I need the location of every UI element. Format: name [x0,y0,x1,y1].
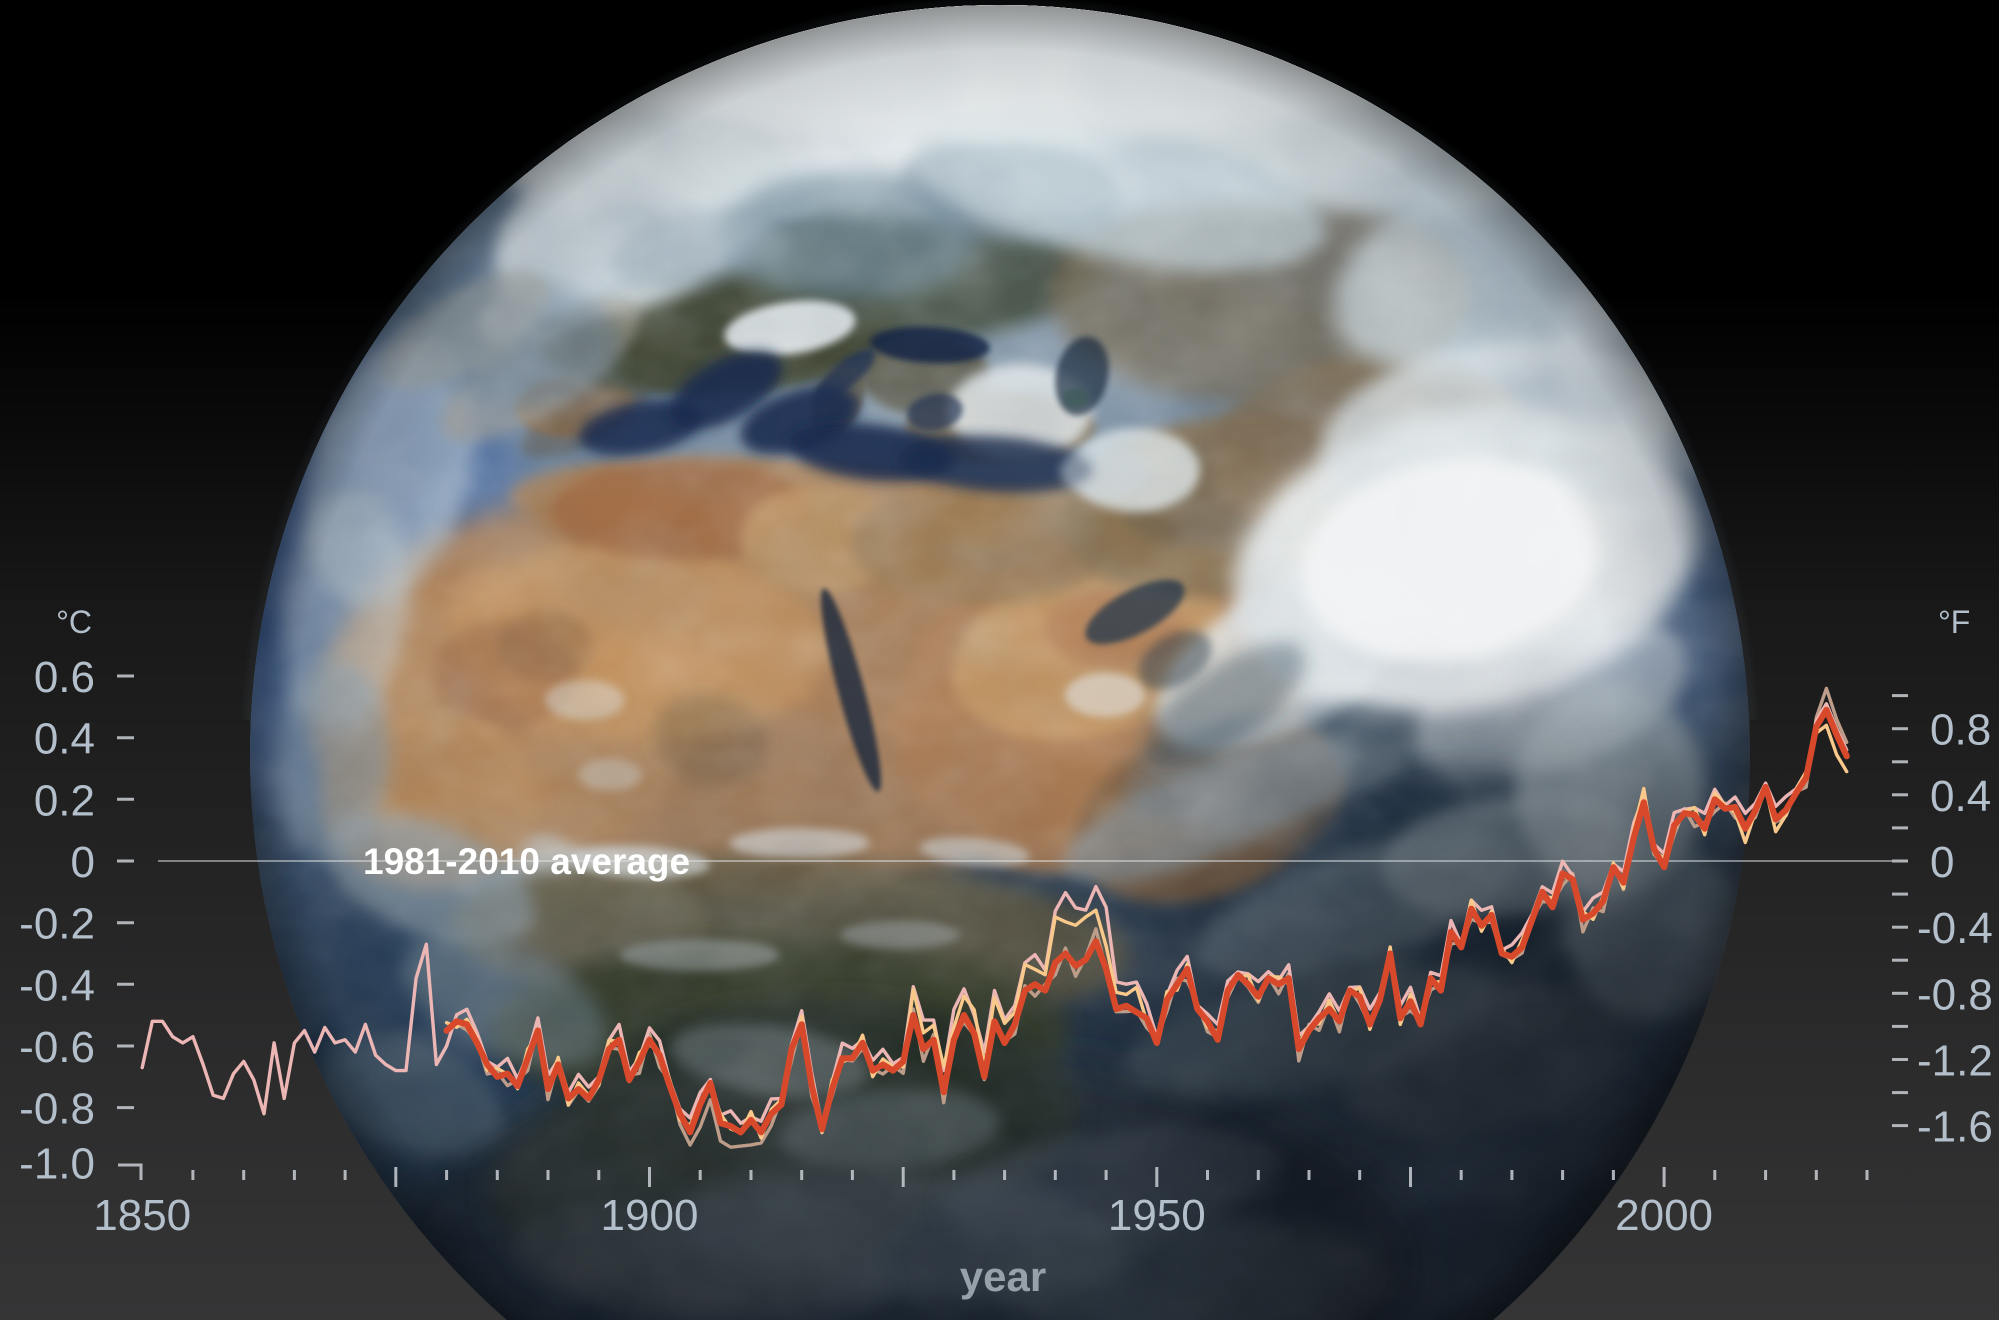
svg-text:°F: °F [1938,604,1970,640]
svg-text:1981-2010 average: 1981-2010 average [363,841,690,882]
svg-text:-0.8: -0.8 [1917,970,1993,1019]
svg-text:-0.2: -0.2 [19,900,95,949]
svg-text:-1.6: -1.6 [1917,1103,1993,1152]
svg-text:°C: °C [56,604,92,640]
svg-text:0.6: 0.6 [34,653,95,702]
svg-text:2000: 2000 [1615,1191,1713,1240]
svg-text:-0.6: -0.6 [19,1023,95,1072]
svg-text:1850: 1850 [93,1191,191,1240]
svg-text:1950: 1950 [1108,1191,1206,1240]
svg-text:-0.8: -0.8 [19,1085,95,1134]
svg-text:0.8: 0.8 [1930,706,1991,755]
svg-text:-1.0: -1.0 [19,1139,95,1188]
svg-text:-0.4: -0.4 [1917,904,1993,953]
svg-text:0: 0 [71,838,95,887]
svg-text:0: 0 [1930,838,1954,887]
svg-text:1900: 1900 [601,1191,699,1240]
svg-text:0.2: 0.2 [34,776,95,825]
svg-text:0.4: 0.4 [1930,772,1991,821]
svg-text:-0.4: -0.4 [19,961,95,1010]
svg-text:year: year [960,1253,1046,1300]
svg-text:0.4: 0.4 [34,715,95,764]
svg-text:-1.2: -1.2 [1917,1037,1993,1086]
